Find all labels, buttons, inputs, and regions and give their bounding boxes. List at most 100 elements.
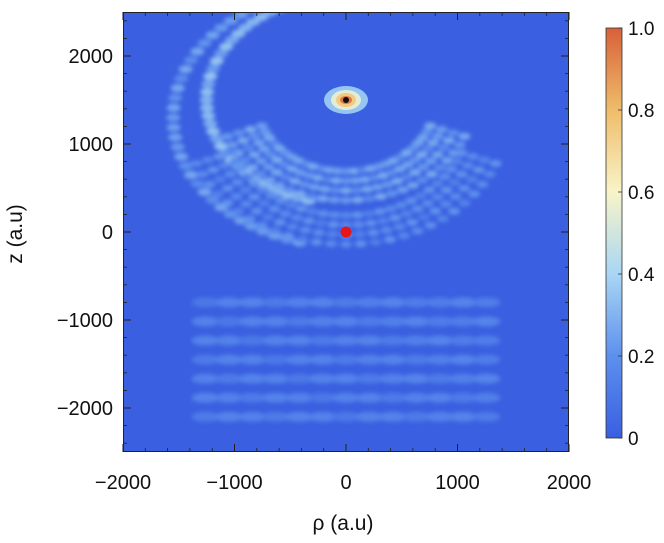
fringe-blob	[308, 335, 337, 346]
fringe-blob	[330, 177, 343, 185]
fringe-blob	[214, 49, 229, 58]
fringe-blob	[332, 392, 360, 403]
fringe-blob	[270, 168, 283, 176]
fringe-blob	[238, 335, 267, 346]
fringe-blob	[196, 170, 209, 178]
fringe-blob	[200, 88, 215, 97]
fringe-blob	[424, 122, 437, 130]
fringe-blob	[355, 297, 384, 308]
fringe-blob	[449, 354, 478, 365]
fringe-blob	[205, 31, 220, 40]
fringe-blob	[429, 207, 442, 215]
fringe-blob	[268, 227, 281, 235]
fringe-blob	[489, 160, 502, 168]
fringe-blob	[315, 219, 328, 227]
fringe-blob	[214, 23, 229, 32]
fringe-blob	[296, 235, 309, 243]
fringe-blob	[391, 177, 404, 185]
fringe-blob	[367, 229, 380, 237]
fringe-blob	[405, 197, 418, 205]
fringe-blob	[340, 211, 352, 219]
fringe-blob	[203, 119, 218, 128]
fringe-blob	[258, 199, 271, 207]
fringe-blob	[279, 210, 292, 218]
colorbar-frame	[605, 27, 623, 439]
fringe-blob	[441, 157, 454, 165]
marker-layer	[340, 97, 352, 238]
x-tick-label: −2000	[95, 472, 151, 494]
fringe-blob	[232, 129, 245, 137]
fringe-blob	[285, 411, 314, 422]
fringe-blob	[238, 392, 267, 403]
fringe-blob	[238, 411, 267, 422]
fringe-blob	[256, 186, 269, 194]
fringe-blob	[224, 35, 239, 44]
fringe-blob	[231, 29, 246, 38]
fringe-blob	[466, 175, 479, 183]
fringe-blob	[427, 139, 440, 147]
fringe-blob	[414, 192, 427, 200]
fringe-blob	[209, 57, 224, 66]
fringe-blob	[349, 177, 362, 185]
y-tick-label: −2000	[57, 398, 113, 420]
fringe-blob	[240, 200, 253, 208]
colorbar	[606, 28, 622, 438]
fringe-blob	[238, 297, 267, 308]
fringe-blob	[406, 144, 419, 152]
fringe-blob	[421, 199, 434, 207]
fringe-blob	[321, 176, 334, 184]
fringe-blob	[437, 144, 450, 152]
fringe-blob	[308, 354, 337, 365]
fringe-blob	[200, 103, 215, 112]
fringe-blob	[190, 160, 203, 168]
fringe-blob	[364, 219, 377, 227]
fringe-blob	[455, 149, 468, 157]
y-tick-label: −1000	[57, 310, 113, 332]
fringe-blob	[435, 125, 448, 133]
fringe-blob	[433, 164, 446, 172]
fringe-blob	[371, 183, 384, 191]
fringe-blob	[306, 208, 319, 216]
fringe-blob	[178, 65, 193, 74]
fringe-blob	[425, 316, 454, 327]
fringe-blob	[420, 128, 433, 136]
fringe-blob	[406, 181, 419, 189]
fringe-blob	[191, 411, 220, 422]
fringe-blob	[259, 128, 272, 136]
fringe-blob	[478, 156, 491, 164]
fringe-blob	[244, 125, 257, 133]
fringe-blob	[205, 195, 220, 204]
fringe-blob	[286, 165, 299, 173]
fringe-blob	[355, 354, 384, 365]
fringe-blob	[282, 1, 296, 9]
fringe-blob	[199, 96, 214, 104]
fringe-blob	[355, 392, 384, 403]
fringe-blob	[311, 174, 324, 182]
fringe-blob	[340, 221, 352, 229]
fringe-blob	[254, 13, 269, 22]
fringe-blob	[224, 170, 237, 178]
fringe-blob	[442, 136, 455, 144]
fringe-blob	[261, 411, 290, 422]
fringe-blob	[302, 0, 316, 3]
fringe-blob	[247, 12, 257, 13]
fringe-blob	[211, 190, 224, 198]
fringe-blob	[255, 221, 268, 229]
y-tick-label: 0	[102, 222, 113, 244]
fringe-blob	[332, 411, 360, 422]
fringe-blob	[393, 223, 406, 231]
fringe-blob	[449, 411, 478, 422]
fringe-blob	[468, 190, 481, 198]
fringe-blob	[264, 151, 277, 159]
fringe-blob	[326, 230, 339, 238]
fringe-blob	[412, 139, 425, 147]
fringe-blob	[170, 143, 185, 152]
fringe-blob	[243, 215, 256, 223]
fringe-blob	[261, 392, 290, 403]
y-tick-label: 1000	[69, 134, 114, 156]
fringe-blob	[214, 373, 243, 384]
fringe-blob	[411, 227, 424, 235]
fringe-blob	[284, 201, 297, 209]
fringe-blob	[214, 335, 243, 346]
